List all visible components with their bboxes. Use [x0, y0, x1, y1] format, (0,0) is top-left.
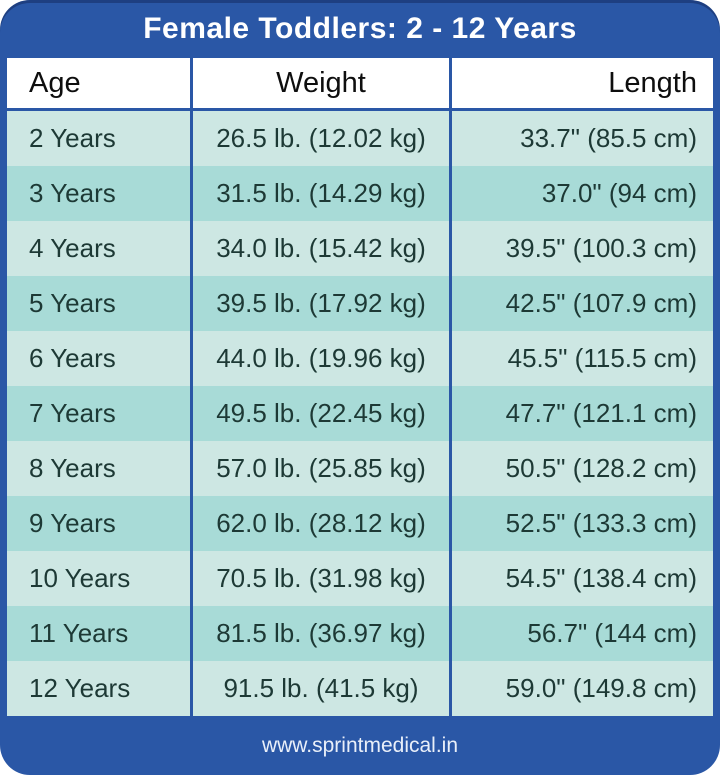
age-cell: 11 Years — [29, 618, 129, 648]
column-header-length: Length — [608, 66, 697, 99]
table-row: 6 Years 44.0 lb. (19.96 kg) 45.5" (115.5 c… — [7, 331, 713, 386]
table-row: 8 Years 57.0 lb. (25.85 kg) 50.5" (128.2 c… — [7, 441, 713, 496]
length-cell: 50.5" (128.2 cm) — [505, 453, 697, 483]
length-cell: 54.5" (138.4 cm) — [505, 563, 697, 593]
website-url: www.sprintmedical.in — [261, 733, 459, 757]
age-cell: 12 Years — [29, 673, 131, 703]
length-cell: 52.5" (133.3 cm) — [505, 508, 697, 538]
age-cell: 10 Years — [29, 563, 131, 593]
table-row: 11 Years 81.5 lb. (36.97 kg) 56.7" (144 cm… — [7, 606, 713, 661]
weight-cell: 81.5 lb. (36.97 kg) — [190, 606, 452, 661]
table-row: 12 Years 91.5 lb. (41.5 kg) 59.0" (149.8 c… — [7, 661, 713, 716]
column-header-age: Age — [29, 66, 81, 99]
table-header-row: Age Weight Length — [7, 58, 713, 111]
age-cell: 6 Years — [29, 343, 116, 373]
table-row: 7 Years 49.5 lb. (22.45 kg) 47.7" (121.1 c… — [7, 386, 713, 441]
age-cell: 9 Years — [29, 508, 116, 538]
footer-bar: www.sprintmedical.in — [0, 716, 720, 775]
table-row: 2 Years 26.5 lb. (12.02 kg) 33.7" (85.5 cm… — [7, 111, 713, 166]
length-cell: 47.7" (121.1 cm) — [505, 398, 697, 428]
length-cell: 37.0" (94 cm) — [541, 178, 697, 208]
column-header-weight: Weight — [190, 58, 452, 108]
weight-cell: 26.5 lb. (12.02 kg) — [190, 111, 452, 166]
weight-cell: 91.5 lb. (41.5 kg) — [190, 661, 452, 716]
table-row: 4 Years 34.0 lb. (15.42 kg) 39.5" (100.3 c… — [7, 221, 713, 276]
age-cell: 3 Years — [29, 178, 116, 208]
weight-cell: 39.5 lb. (17.92 kg) — [190, 276, 452, 331]
weight-cell: 34.0 lb. (15.42 kg) — [190, 221, 452, 276]
length-cell: 59.0" (149.8 cm) — [505, 673, 697, 703]
age-cell: 8 Years — [29, 453, 116, 483]
table-row: 3 Years 31.5 lb. (14.29 kg) 37.0" (94 cm) — [7, 166, 713, 221]
weight-cell: 62.0 lb. (28.12 kg) — [190, 496, 452, 551]
table-row: 9 Years 62.0 lb. (28.12 kg) 52.5" (133.3 c… — [7, 496, 713, 551]
growth-table: Age Weight Length 2 Years 26.5 lb. (12.02… — [7, 58, 713, 716]
age-cell: 5 Years — [29, 288, 116, 318]
weight-cell: 57.0 lb. (25.85 kg) — [190, 441, 452, 496]
length-cell: 39.5" (100.3 cm) — [505, 233, 697, 263]
weight-cell: 70.5 lb. (31.98 kg) — [190, 551, 452, 606]
length-cell: 45.5" (115.5 cm) — [507, 343, 697, 373]
chart-title: Female Toddlers: 2 - 12 Years — [143, 12, 577, 45]
table-row: 10 Years 70.5 lb. (31.98 kg) 54.5" (138.4 … — [7, 551, 713, 606]
length-cell: 33.7" (85.5 cm) — [520, 123, 697, 153]
chart-title-bar: Female Toddlers: 2 - 12 Years — [0, 0, 720, 58]
age-cell: 7 Years — [29, 398, 116, 428]
table-body: 2 Years 26.5 lb. (12.02 kg) 33.7" (85.5 cm… — [7, 111, 713, 716]
length-cell: 42.5" (107.9 cm) — [505, 288, 697, 318]
age-cell: 4 Years — [29, 233, 116, 263]
weight-cell: 49.5 lb. (22.45 kg) — [190, 386, 452, 441]
weight-cell: 44.0 lb. (19.96 kg) — [190, 331, 452, 386]
length-cell: 56.7" (144 cm) — [527, 618, 697, 648]
age-cell: 2 Years — [29, 123, 116, 153]
weight-cell: 31.5 lb. (14.29 kg) — [190, 166, 452, 221]
table-row: 5 Years 39.5 lb. (17.92 kg) 42.5" (107.9 c… — [7, 276, 713, 331]
